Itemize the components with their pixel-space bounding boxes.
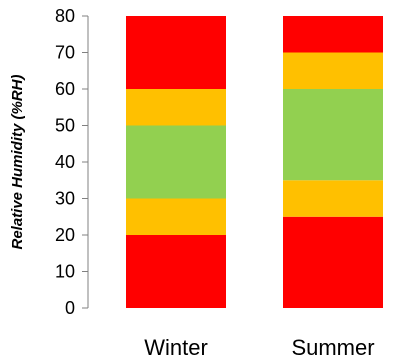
y-tick-label: 10 [55, 262, 75, 282]
bar-segment-summer-25-35 [283, 180, 383, 217]
x-category-label: Summer [291, 335, 374, 360]
bars-layer [126, 16, 383, 308]
bar-segment-winter-60-80 [126, 16, 226, 89]
y-axis-title: Relative Humidity (%RH) [9, 74, 26, 249]
y-tick-label: 50 [55, 116, 75, 136]
y-tick-label: 60 [55, 79, 75, 99]
category-labels: Winter Summer [144, 335, 374, 360]
y-tick-label: 80 [55, 6, 75, 26]
y-tick-label: 0 [65, 298, 75, 318]
bar-segment-summer-60-70 [283, 52, 383, 89]
x-category-label: Winter [144, 335, 208, 360]
bar-segment-winter-50-60 [126, 89, 226, 126]
bar-segment-winter-30-50 [126, 125, 226, 199]
y-tick-label: 70 [55, 43, 75, 63]
bar-segment-summer-0-25 [283, 216, 383, 308]
y-tick-label: 30 [55, 189, 75, 209]
bar-segment-summer-70-80 [283, 16, 383, 53]
bar-segment-winter-20-30 [126, 198, 226, 235]
bar-segment-summer-35-60 [283, 89, 383, 181]
y-tick-label: 40 [55, 152, 75, 172]
bar-segment-winter-0-20 [126, 235, 226, 308]
y-axis: 0 10 20 30 40 50 60 70 80 [55, 6, 89, 318]
y-tick-label: 20 [55, 225, 75, 245]
